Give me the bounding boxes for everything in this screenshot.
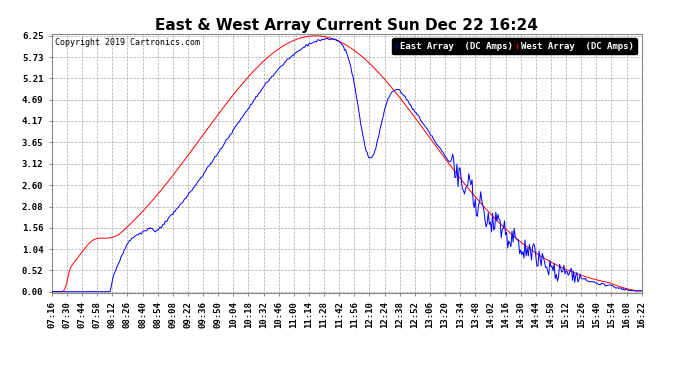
Text: Copyright 2019 Cartronics.com: Copyright 2019 Cartronics.com [55, 38, 199, 46]
Legend: East Array  (DC Amps), West Array  (DC Amps): East Array (DC Amps), West Array (DC Amp… [393, 38, 637, 54]
Title: East & West Array Current Sun Dec 22 16:24: East & West Array Current Sun Dec 22 16:… [155, 18, 538, 33]
